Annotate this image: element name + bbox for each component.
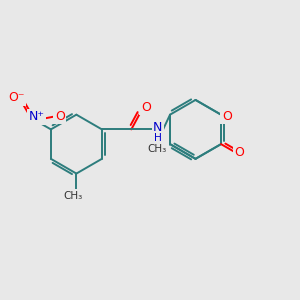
- Text: H: H: [154, 133, 162, 142]
- Text: CH₃: CH₃: [63, 190, 82, 201]
- Text: N⁺: N⁺: [28, 110, 45, 123]
- Text: CH₃: CH₃: [148, 144, 167, 154]
- Text: O: O: [141, 101, 151, 114]
- Text: O: O: [222, 110, 232, 123]
- Text: O⁻: O⁻: [8, 91, 25, 104]
- Text: O: O: [234, 146, 244, 159]
- Text: O: O: [55, 110, 65, 123]
- Text: N: N: [153, 122, 163, 134]
